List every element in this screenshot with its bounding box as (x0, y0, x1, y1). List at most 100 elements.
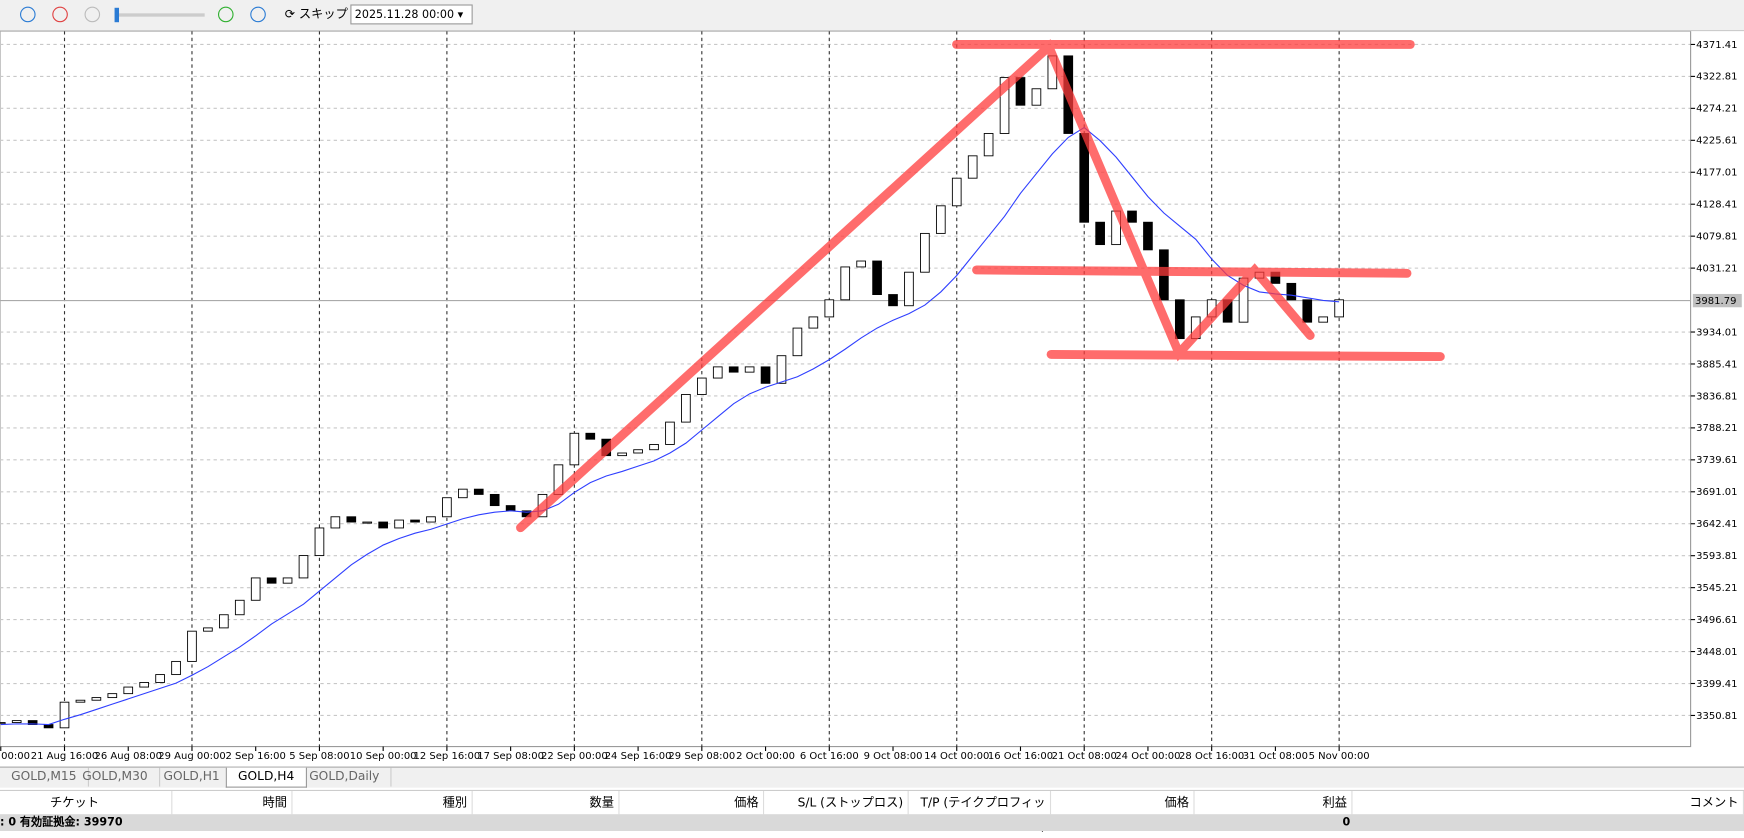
y-tick-label: 3593.81 (1696, 551, 1737, 562)
candle (314, 527, 325, 557)
candle (904, 271, 914, 307)
y-tick-label: 3836.81 (1696, 391, 1737, 402)
candle (171, 660, 181, 676)
zigzag-line[interactable] (516, 39, 1315, 533)
x-tick-label: 29 Sep 08:00 (668, 751, 735, 762)
x-tick-label: 24 Sep 16:00 (605, 751, 672, 762)
candle (362, 521, 373, 524)
column-header[interactable]: 時間 (172, 791, 293, 815)
candle (617, 452, 627, 457)
date-input[interactable]: 2025.11.28 00:00 ▾ (350, 4, 473, 25)
candle (139, 682, 150, 688)
equity-label: : 0 有効証拠金: 39970 (0, 816, 123, 829)
tab[interactable]: GOLD,M30 (71, 767, 160, 787)
candle (123, 686, 134, 695)
y-tick-label: 4274.21 (1696, 104, 1737, 115)
y-tick-label: 3448.01 (1696, 647, 1737, 658)
x-tick-label: 12 Sep 16:00 (414, 751, 481, 762)
back-button[interactable] (84, 6, 101, 23)
column-header[interactable]: コメント (1352, 791, 1744, 815)
stop-button[interactable] (52, 6, 68, 23)
candle (888, 294, 898, 307)
y-tick-label: 4079.81 (1696, 232, 1737, 243)
column-header[interactable]: T/P (テイクプロフィット) (909, 791, 1052, 833)
candle (282, 577, 293, 584)
x-tick-label: 00:00 (1, 751, 30, 762)
candle (1318, 316, 1329, 323)
x-tick-label: 17 Sep 08:00 (477, 751, 544, 762)
candle (0, 722, 6, 725)
tab-bar: GOLD,M15 GOLD,M30 GOLD,H1 GOLD,H4 GOLD,Daily (0, 766, 1744, 788)
candle (840, 266, 851, 301)
tab[interactable]: GOLD,M15 (0, 767, 89, 787)
candle (983, 133, 994, 157)
column-header[interactable]: 価格 (620, 791, 765, 815)
x-tick-label: 21 Oct 08:00 (1052, 751, 1117, 762)
column-header[interactable]: 数量 (473, 791, 620, 815)
candle (1302, 299, 1313, 323)
candle (1015, 77, 1026, 106)
skip-label: スキップ (298, 6, 348, 22)
x-tick-label: 24 Oct 00:00 (1115, 751, 1180, 762)
candle (585, 432, 596, 440)
last-price-label: 3981.79 (1695, 296, 1736, 307)
candle (681, 394, 691, 423)
candle (394, 519, 404, 529)
y-tick-label: 3350.81 (1696, 711, 1737, 722)
chart-layer: 3350.81 3399.41 3448.01 3496.61 3545.21 3593.… (0, 31, 1742, 762)
pause-button[interactable] (20, 6, 36, 23)
slider-thumb[interactable] (114, 7, 120, 23)
candle (1127, 210, 1137, 223)
candle (203, 627, 213, 632)
candle (266, 577, 277, 584)
candle (11, 720, 22, 724)
column-header[interactable]: 種別 (293, 791, 473, 815)
forward-button[interactable] (217, 6, 234, 23)
column-header[interactable]: チケット (0, 791, 173, 815)
candle (91, 697, 102, 701)
column-header[interactable]: 利益 (1195, 791, 1353, 815)
x-tick-label: 26 Aug 08:00 (95, 751, 162, 762)
candle (298, 555, 309, 579)
candle (760, 366, 771, 384)
x-tick-label: 5 Sep 08:00 (289, 751, 349, 762)
candle (1286, 282, 1297, 301)
candle (967, 155, 978, 179)
candle (473, 488, 484, 495)
y-tick-label: 3788.21 (1696, 423, 1737, 434)
candle (999, 77, 1010, 134)
x-tick-label: 2 Sep 16:00 (225, 751, 285, 762)
candle (872, 260, 882, 295)
trendline[interactable] (1046, 349, 1445, 362)
candle (920, 232, 930, 273)
tab[interactable]: GOLD,H4 (225, 767, 307, 788)
candle (75, 699, 86, 703)
tab[interactable]: GOLD,H1 (152, 767, 232, 787)
candle (728, 366, 739, 373)
trendline[interactable] (972, 265, 1412, 278)
tab[interactable]: GOLD,Daily (298, 767, 392, 787)
candle (951, 177, 962, 207)
column-header[interactable]: S/L (ストップロス) (764, 791, 909, 815)
candle (1174, 299, 1185, 340)
plot-area (0, 30, 1692, 748)
speed-slider[interactable] (115, 13, 205, 17)
y-tick-label: 3642.41 (1696, 519, 1737, 530)
candle (378, 521, 388, 529)
y-tick-label: 4128.41 (1696, 200, 1737, 211)
step-button[interactable] (250, 6, 266, 23)
y-tick-label: 4177.01 (1696, 168, 1737, 179)
x-tick-label: 6 Oct 16:00 (800, 751, 859, 762)
candle (696, 377, 707, 395)
table-footer: : 0 有効証拠金: 39970 0 (0, 814, 1744, 831)
skip-button[interactable]: ⟳ スキップ (284, 6, 348, 22)
column-header[interactable]: 価格 (1051, 791, 1195, 815)
chart: 3350.81 3399.41 3448.01 3496.61 3545.21 3593.… (0, 30, 1742, 762)
candle (330, 516, 341, 529)
candle (107, 693, 118, 699)
profit-total: 0 (1342, 816, 1351, 829)
y-tick-label: 3399.41 (1696, 679, 1737, 690)
candle (27, 720, 38, 725)
